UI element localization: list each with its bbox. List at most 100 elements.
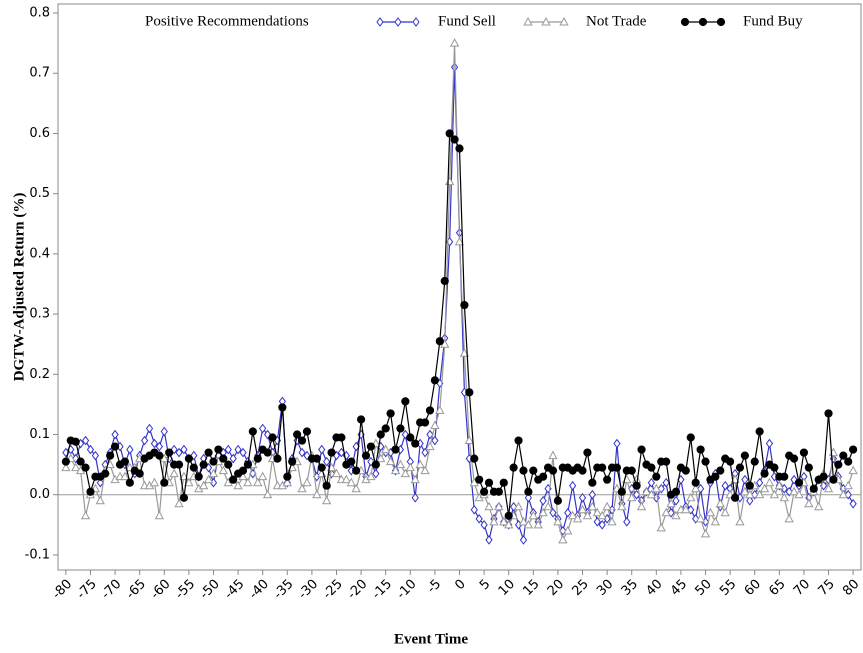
legend-marker [412,17,420,27]
data-point [420,418,430,427]
data-point [598,520,606,530]
x-tick-label: 55 [717,577,739,599]
data-point [61,462,71,472]
x-tick-label: -25 [320,577,346,603]
data-point [96,477,104,488]
legend-marker [523,16,533,26]
data-point [603,475,612,484]
data-point [425,441,435,451]
data-point [174,460,184,469]
data-point [844,457,853,466]
y-tick-label: 0.1 [29,427,50,442]
data-point [716,466,725,475]
data-point [804,498,814,508]
data-point [302,427,312,436]
data-point [588,478,597,487]
data-point [110,442,120,451]
data-point [656,522,666,532]
data-point [460,300,469,310]
data-point [189,463,198,472]
data-point [564,507,572,518]
data-point [848,465,858,475]
data-point [150,438,159,449]
data-point [229,453,237,464]
data-point [435,337,444,346]
data-point [612,463,622,472]
data-point [602,501,612,511]
data-point [175,447,183,458]
data-point [632,481,641,490]
data-point [440,276,449,286]
data-point [750,457,759,466]
data-point [449,38,460,47]
data-point [459,348,470,357]
data-point [577,504,588,514]
data-point [263,448,272,457]
data-point [199,460,208,469]
data-point [681,466,690,475]
data-point [519,535,528,545]
data-point [504,511,513,520]
data-point [779,492,789,502]
data-point [588,489,596,500]
data-point [238,466,248,475]
data-point [789,486,799,496]
data-point [263,429,272,440]
data-point [770,463,779,472]
data-point [755,489,765,499]
data-point [229,475,238,484]
data-point [366,442,376,451]
data-point [259,423,267,434]
data-point [475,475,484,484]
data-point [278,403,287,412]
legend-label: Not Trade [586,13,647,29]
x-tick-label: 65 [766,577,788,599]
data-point [627,466,636,475]
x-axis-label: Event Time [394,631,468,647]
data-point [101,469,110,478]
data-point [765,438,774,449]
data-point [111,429,119,440]
data-point [322,481,331,490]
data-point [686,433,695,442]
data-point [740,486,750,496]
data-point [312,489,322,499]
data-point [746,495,754,506]
y-tick-label: 0.5 [29,186,50,201]
data-point [71,437,80,446]
data-point [208,468,219,478]
data-point [322,495,332,505]
legend-marker [698,17,708,27]
x-tick-label: 70 [791,577,813,599]
data-point [450,135,459,144]
data-point [323,456,331,467]
data-point [740,451,749,460]
data-point [647,477,656,488]
data-point [598,463,607,472]
data-point [721,480,729,491]
plot-frame [57,3,862,571]
data-point [741,474,749,485]
data-point [652,472,661,481]
data-point [528,510,538,520]
data-point [184,477,194,487]
data-point [824,409,833,418]
x-tick-label: -45 [222,577,248,603]
data-point [297,436,307,445]
x-tick-label: -35 [271,577,297,603]
data-point [262,489,273,499]
data-point [549,507,557,518]
data-point [253,454,262,463]
y-tick-label: 0.0 [29,487,50,502]
data-point [539,472,548,481]
data-point [411,439,420,448]
data-point [814,501,824,511]
x-tick-label: 40 [643,577,665,599]
data-point [86,444,95,455]
data-point [774,480,784,490]
data-point [834,460,843,469]
data-point [76,457,85,466]
data-point [356,415,366,424]
y-tick-label: 0.3 [29,307,50,322]
data-point [465,388,474,397]
